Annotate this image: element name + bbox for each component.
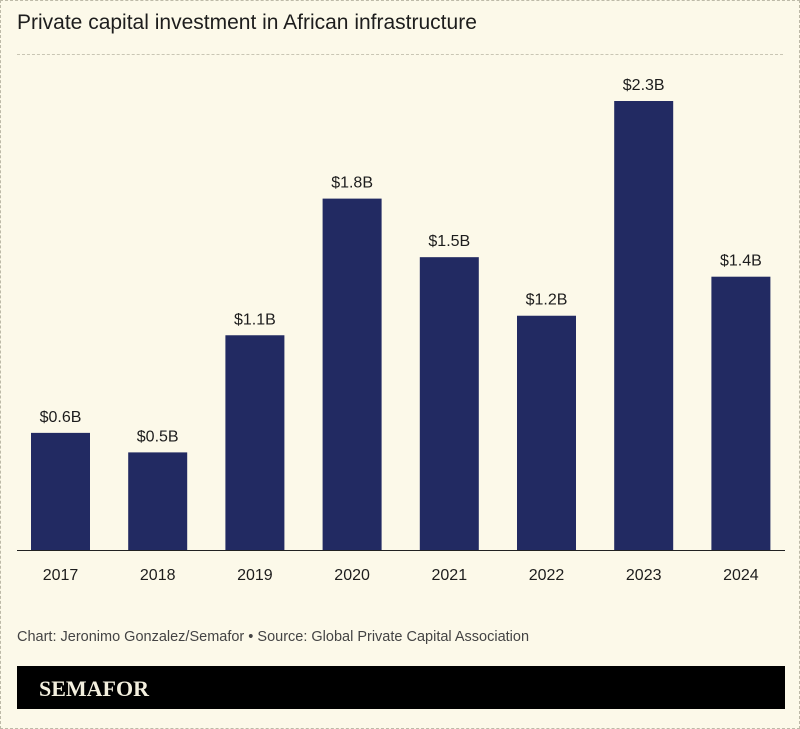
bar-2023: [614, 101, 674, 550]
bar-2022: [517, 315, 576, 550]
bar-2019: [225, 335, 285, 550]
x-tick-label-2023: 2023: [626, 567, 662, 584]
x-tick-label-2022: 2022: [529, 567, 565, 584]
credit-source: Chart: Jeronimo Gonzalez/Semafor • Sourc…: [17, 629, 530, 645]
x-tick-label-2017: 2017: [43, 567, 79, 584]
data-label-2018: $0.5B: [137, 428, 179, 445]
brand-bar: SEMAFOR: [17, 666, 785, 709]
divider: [17, 54, 783, 55]
data-label-2020: $1.8B: [331, 175, 373, 192]
bar-2024: [711, 276, 771, 550]
x-tick-label-2021: 2021: [432, 567, 468, 584]
data-label-2024: $1.4B: [720, 253, 762, 270]
x-tick-label-2024: 2024: [723, 567, 759, 584]
bar-2020: [322, 198, 382, 550]
bar-2021: [419, 257, 479, 550]
x-tick-label-2019: 2019: [237, 567, 273, 584]
bar-2018: [128, 452, 188, 550]
data-label-2017: $0.6B: [40, 409, 82, 426]
x-tick-label-2018: 2018: [140, 567, 176, 584]
bar-chart: $0.6B 2017 $0.5B 2018 $1.1B 2019 $1.8B 2020 $1.5…: [17, 77, 785, 584]
semafor-logo: SEMAFOR: [39, 676, 149, 701]
data-label-2022: $1.2B: [526, 292, 568, 309]
bar-2017: [31, 432, 90, 550]
chart-title: Private capital investment in African in…: [17, 11, 477, 34]
data-label-2021: $1.5B: [428, 233, 470, 250]
data-label-2019: $1.1B: [234, 311, 276, 328]
data-label-2023: $2.3B: [623, 77, 665, 94]
x-tick-label-2020: 2020: [334, 567, 370, 584]
